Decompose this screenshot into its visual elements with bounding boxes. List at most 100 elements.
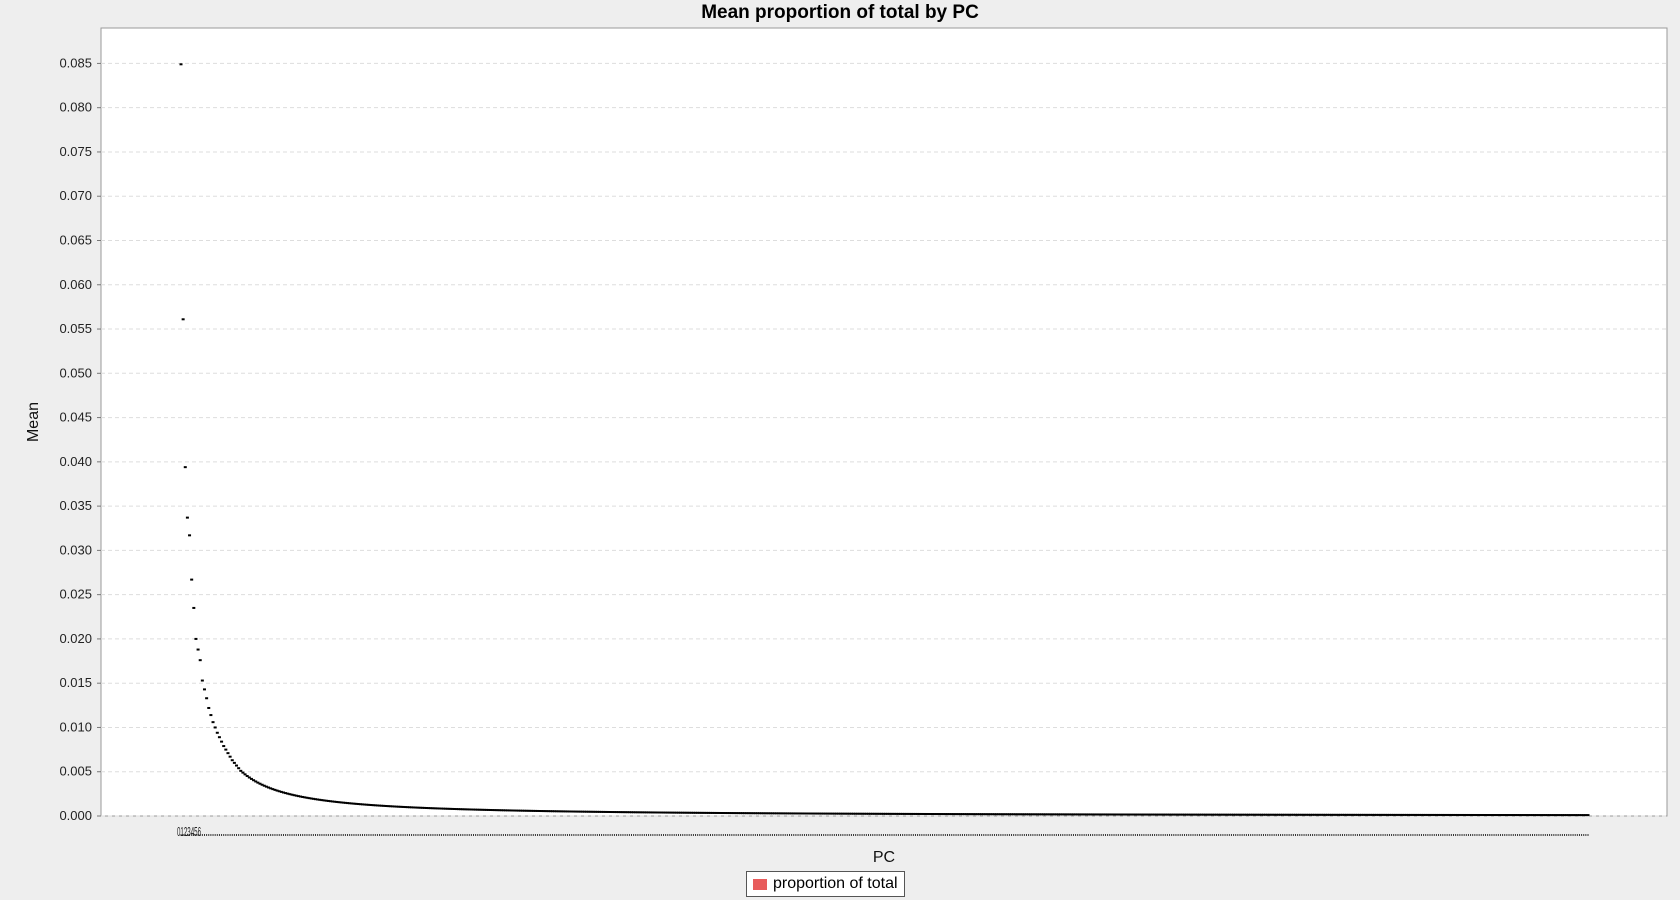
data-point — [687, 811, 691, 814]
data-point — [553, 810, 557, 813]
data-point — [1370, 813, 1374, 816]
data-point — [1422, 813, 1426, 816]
data-point — [1400, 813, 1404, 816]
data-point — [1027, 813, 1031, 816]
data-point — [363, 803, 367, 806]
data-point — [864, 812, 868, 815]
data-point — [717, 811, 721, 814]
data-point — [527, 809, 531, 812]
data-point — [822, 812, 826, 815]
data-point — [924, 812, 928, 815]
data-point — [1159, 813, 1163, 816]
data-point — [497, 809, 501, 812]
data-point — [194, 637, 198, 640]
data-point — [937, 813, 941, 816]
data-point — [1033, 813, 1037, 816]
data-point — [640, 811, 644, 814]
data-point — [205, 697, 209, 700]
y-tick-label: 0.080 — [59, 100, 92, 115]
data-point — [826, 812, 830, 815]
data-point — [563, 810, 567, 813]
data-point — [1247, 813, 1251, 816]
data-point — [337, 801, 341, 804]
data-point — [1161, 813, 1165, 816]
data-point — [1524, 814, 1528, 817]
data-point — [642, 811, 646, 814]
data-point — [444, 807, 448, 810]
data-point — [1460, 813, 1464, 816]
data-point — [1516, 814, 1520, 817]
data-point — [1052, 813, 1056, 816]
data-point — [232, 761, 236, 764]
data-point — [1125, 813, 1129, 816]
data-point — [572, 810, 576, 813]
data-point — [721, 812, 725, 815]
data-point — [284, 792, 288, 795]
data-point — [570, 810, 574, 813]
data-point — [621, 811, 625, 814]
data-point — [734, 812, 738, 815]
data-point — [580, 810, 584, 813]
data-point — [653, 811, 657, 814]
data-point — [431, 807, 435, 810]
data-point — [416, 806, 420, 809]
data-point — [183, 466, 187, 469]
data-point — [1449, 813, 1453, 816]
data-point — [792, 812, 796, 815]
y-tick-label: 0.015 — [59, 675, 92, 690]
data-point — [339, 801, 343, 804]
data-point — [950, 813, 954, 816]
data-point — [845, 812, 849, 815]
data-point — [832, 812, 836, 815]
data-point — [235, 764, 239, 767]
data-point — [1059, 813, 1063, 816]
data-point — [1187, 813, 1191, 816]
data-point — [1490, 814, 1494, 817]
data-point — [491, 809, 495, 812]
data-point — [262, 784, 266, 787]
data-point — [585, 810, 589, 813]
y-tick-label: 0.050 — [59, 365, 92, 380]
data-point — [354, 802, 358, 805]
data-point — [1029, 813, 1033, 816]
data-point — [1014, 813, 1018, 816]
data-point — [1180, 813, 1184, 816]
data-point — [1123, 813, 1127, 816]
data-point — [1270, 813, 1274, 816]
data-point — [911, 812, 915, 815]
y-tick-label: 0.055 — [59, 321, 92, 336]
data-point — [886, 812, 890, 815]
data-point — [969, 813, 973, 816]
data-point — [508, 809, 512, 812]
data-point — [918, 812, 922, 815]
data-point — [463, 808, 467, 811]
data-point — [583, 810, 587, 813]
data-point — [1430, 813, 1434, 816]
data-point — [241, 771, 245, 774]
data-point — [824, 812, 828, 815]
data-point — [1366, 813, 1370, 816]
data-point — [1528, 814, 1532, 817]
data-point — [1165, 813, 1169, 816]
data-point — [958, 813, 962, 816]
data-point — [1067, 813, 1071, 816]
data-point — [576, 810, 580, 813]
data-point — [741, 812, 745, 815]
data-point — [920, 812, 924, 815]
data-point — [758, 812, 762, 815]
data-point — [634, 811, 638, 814]
data-point — [510, 809, 514, 812]
legend-label: proportion of total — [773, 875, 898, 892]
data-point — [356, 803, 360, 806]
data-point — [1533, 814, 1537, 817]
data-point — [360, 803, 364, 806]
data-point — [1150, 813, 1154, 816]
data-point — [1360, 813, 1364, 816]
data-point — [1321, 813, 1325, 816]
data-point — [1505, 814, 1509, 817]
data-point — [600, 810, 604, 813]
data-point — [578, 810, 582, 813]
data-point — [866, 812, 870, 815]
data-points — [179, 63, 1590, 817]
